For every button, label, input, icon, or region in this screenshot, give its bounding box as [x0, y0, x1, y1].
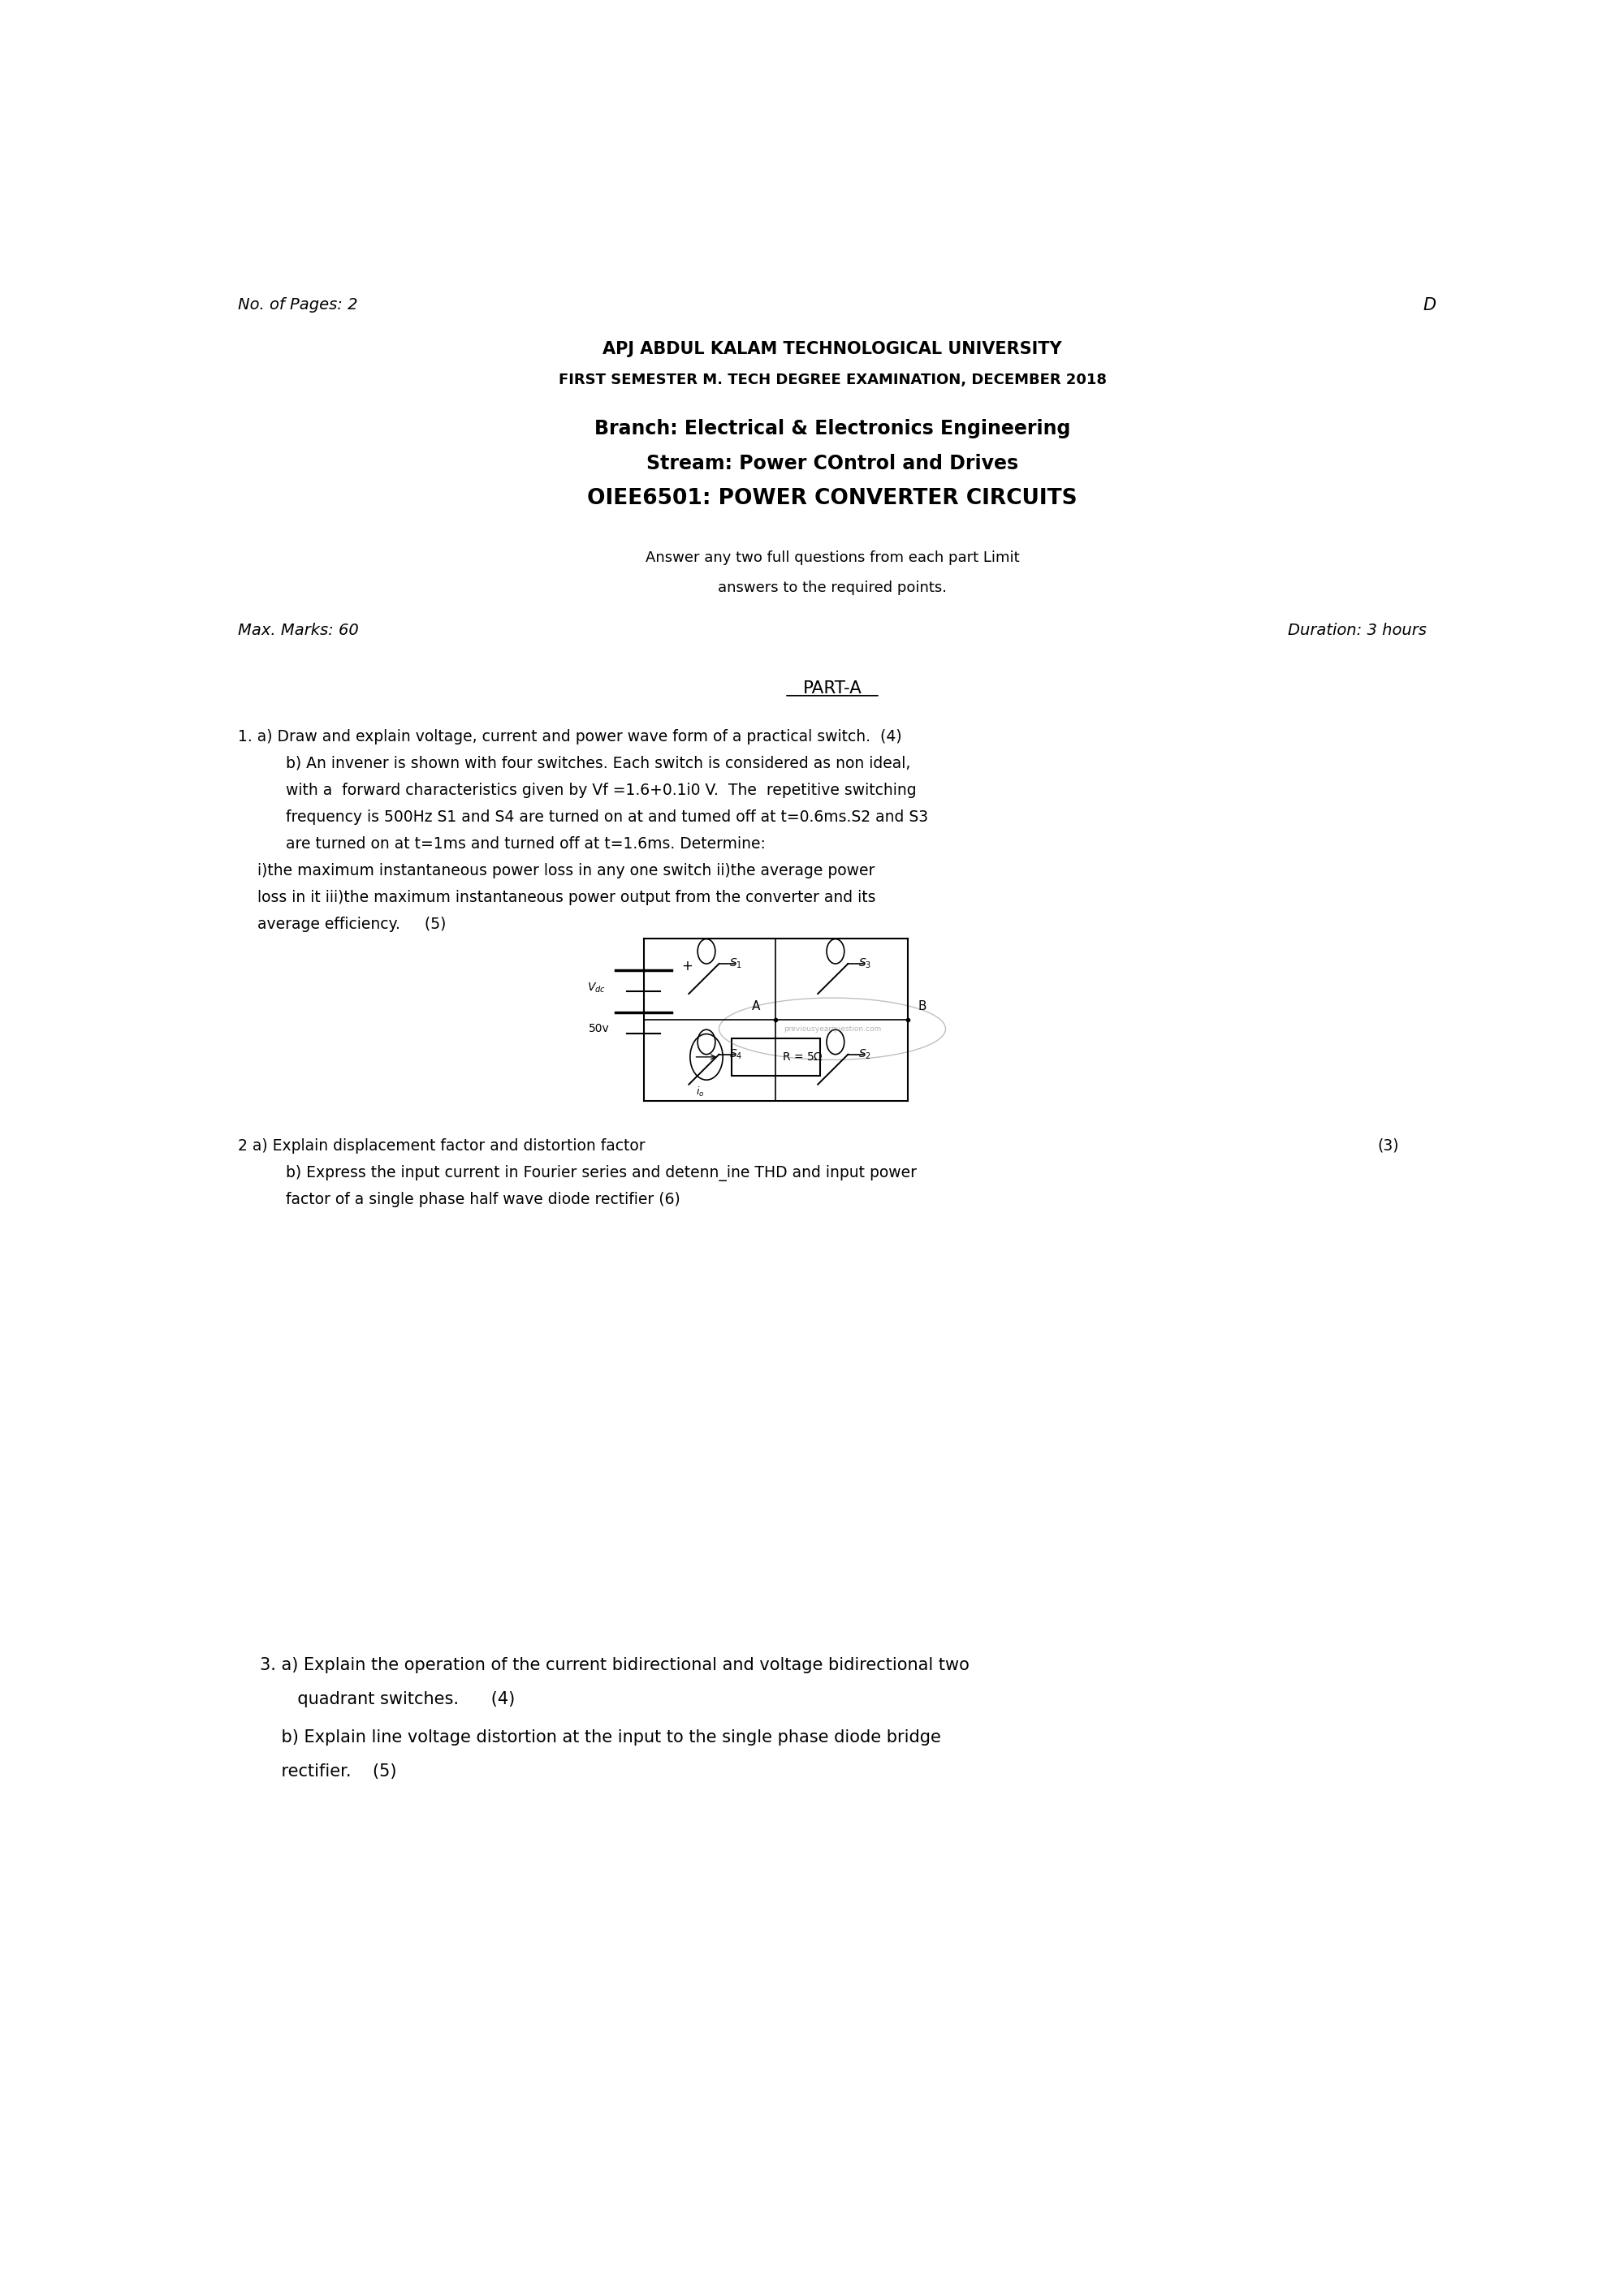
Text: $V_{dc}$: $V_{dc}$: [588, 980, 606, 994]
Text: b) Express the input current in Fourier series and detenn_ine THD and input powe: b) Express the input current in Fourier …: [266, 1164, 916, 1182]
Text: 3. a) Explain the operation of the current bidirectional and voltage bidirection: 3. a) Explain the operation of the curre…: [260, 1658, 970, 1674]
Text: are turned on at t=1ms and turned off at t=1.6ms. Determine:: are turned on at t=1ms and turned off at…: [266, 836, 765, 852]
Text: factor of a single phase half wave diode rectifier (6): factor of a single phase half wave diode…: [266, 1192, 680, 1208]
Text: Max. Marks: 60: Max. Marks: 60: [237, 622, 359, 638]
Text: previousyearquestion.com: previousyearquestion.com: [783, 1026, 882, 1033]
Text: b) Explain line voltage distortion at the input to the single phase diode bridge: b) Explain line voltage distortion at th…: [260, 1729, 940, 1745]
Text: answers to the required points.: answers to the required points.: [718, 581, 947, 595]
Text: D: D: [1423, 298, 1437, 315]
Text: rectifier.    (5): rectifier. (5): [260, 1763, 396, 1779]
Text: B: B: [918, 1001, 926, 1013]
Text: Duration: 3 hours: Duration: 3 hours: [1288, 622, 1427, 638]
Text: +: +: [682, 960, 692, 974]
Text: APJ ABDUL KALAM TECHNOLOGICAL UNIVERSITY: APJ ABDUL KALAM TECHNOLOGICAL UNIVERSITY: [603, 342, 1062, 358]
Text: R = 5$\Omega$: R = 5$\Omega$: [783, 1052, 823, 1063]
Text: Stream: Power COntrol and Drives: Stream: Power COntrol and Drives: [646, 455, 1018, 473]
Text: average efficiency.     (5): average efficiency. (5): [237, 916, 445, 932]
Text: 50v: 50v: [588, 1022, 609, 1033]
Text: quadrant switches.      (4): quadrant switches. (4): [260, 1692, 515, 1708]
Text: Answer any two full questions from each part Limit: Answer any two full questions from each …: [645, 551, 1020, 565]
Text: 1. a) Draw and explain voltage, current and power wave form of a practical switc: 1. a) Draw and explain voltage, current …: [237, 728, 901, 744]
Text: frequency is 500Hz S1 and S4 are turned on at and tumed off at t=0.6ms.S2 and S3: frequency is 500Hz S1 and S4 are turned …: [266, 810, 927, 824]
Text: with a  forward characteristics given by Vf =1.6+0.1i0 V.  The  repetitive switc: with a forward characteristics given by …: [266, 783, 916, 799]
Text: 2 a) Explain displacement factor and distortion factor: 2 a) Explain displacement factor and dis…: [237, 1139, 645, 1153]
Text: FIRST SEMESTER M. TECH DEGREE EXAMINATION, DECEMBER 2018: FIRST SEMESTER M. TECH DEGREE EXAMINATIO…: [559, 372, 1106, 388]
Text: (3): (3): [1377, 1139, 1398, 1153]
Text: $S_1$: $S_1$: [729, 957, 742, 971]
Text: $S_2$: $S_2$: [857, 1047, 870, 1061]
Text: $S_3$: $S_3$: [857, 957, 870, 971]
Text: A: A: [752, 1001, 760, 1013]
Text: i)the maximum instantaneous power loss in any one switch ii)the average power: i)the maximum instantaneous power loss i…: [237, 863, 874, 879]
Text: loss in it iii)the maximum instantaneous power output from the converter and its: loss in it iii)the maximum instantaneous…: [237, 891, 875, 905]
Text: $i_o$: $i_o$: [697, 1086, 705, 1097]
Bar: [731, 1038, 820, 1077]
Text: b) An invener is shown with four switches. Each switch is considered as non idea: b) An invener is shown with four switche…: [266, 755, 909, 771]
Text: OIEE6501: POWER CONVERTER CIRCUITS: OIEE6501: POWER CONVERTER CIRCUITS: [588, 489, 1077, 510]
Text: Branch: Electrical & Electronics Engineering: Branch: Electrical & Electronics Enginee…: [594, 420, 1070, 439]
Text: No. of Pages: 2: No. of Pages: 2: [237, 298, 357, 312]
Text: PART-A: PART-A: [802, 680, 862, 698]
Text: $S_4$: $S_4$: [729, 1047, 742, 1061]
